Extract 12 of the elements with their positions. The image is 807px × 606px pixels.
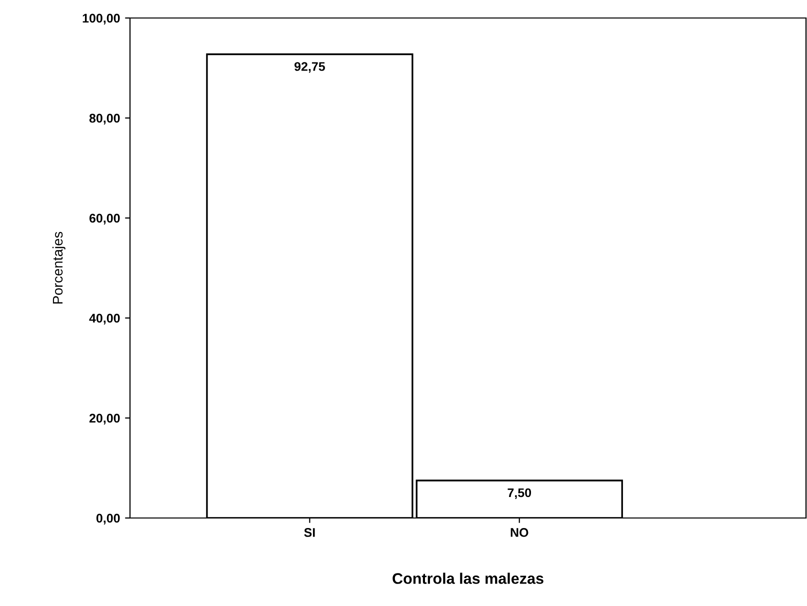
y-tick-label: 20,00 <box>89 414 120 424</box>
y-tick-label: 80,00 <box>89 114 120 124</box>
x-tick-label: SI <box>304 528 315 537</box>
y-tick-label: 100,00 <box>82 14 120 24</box>
y-tick-label: 40,00 <box>89 314 120 324</box>
data-label: 92,75 <box>294 62 325 73</box>
x-tick-label: NO <box>510 528 528 537</box>
data-label: 7,50 <box>508 488 532 499</box>
y-tick-label: 60,00 <box>89 214 120 224</box>
y-tick-label: 0,00 <box>96 514 120 524</box>
y-axis-title: Porcentajes <box>52 232 66 304</box>
x-axis-title: Controla las malezas <box>392 572 544 584</box>
